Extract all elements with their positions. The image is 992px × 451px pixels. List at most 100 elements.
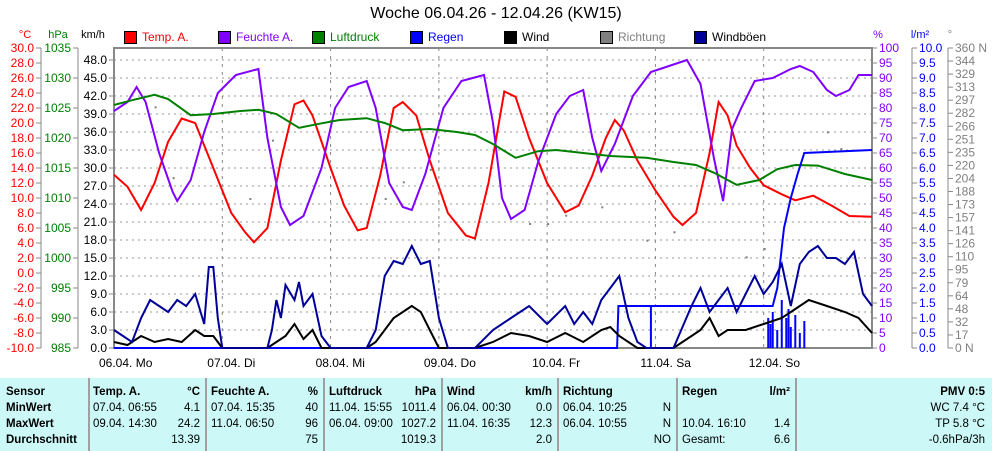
wind-tick-label: 6.0 xyxy=(90,305,107,319)
cell-header: Temp. A. xyxy=(93,386,141,398)
pressure-trend-value: -0.6hPa/3h xyxy=(928,434,985,446)
rain-tick-label: 9.0 xyxy=(919,71,936,85)
humidity-tick-label: 10 xyxy=(879,311,893,325)
direction-point xyxy=(840,148,843,150)
plot-frame xyxy=(113,47,873,349)
legend-label: Windböen xyxy=(712,30,767,44)
cell-min-time: 07.04. 06:55 xyxy=(93,402,157,414)
temp-tick-label: 22.0 xyxy=(11,101,35,115)
rain-tick-label: 2.0 xyxy=(919,281,936,295)
humidity-tick-label: 65 xyxy=(879,146,893,160)
humidity-tick-label: 55 xyxy=(879,176,893,190)
cell-avg: 6.6 xyxy=(774,434,790,446)
legend-swatch xyxy=(504,30,517,44)
row-label-sensor: Sensor xyxy=(6,386,45,398)
temp-tick-label: 24.0 xyxy=(11,86,35,100)
cell-max: 1027.2 xyxy=(400,418,436,430)
direction-point xyxy=(402,181,405,184)
cell-max: 96 xyxy=(305,418,318,430)
temp-tick-label: 2.0 xyxy=(17,251,34,265)
humidity-tick-label: 25 xyxy=(879,266,893,280)
pressure-tick-label: 990 xyxy=(51,311,71,325)
chart-area: 30.028.026.024.022.020.018.016.014.012.0… xyxy=(7,29,987,370)
rain-unit-label: l/m² xyxy=(911,29,930,41)
legend-swatch xyxy=(124,30,137,44)
direction-tick-label: 251 xyxy=(955,132,975,146)
temp-unit-label: °C xyxy=(19,29,31,41)
cell-header: Feuchte A. xyxy=(211,386,270,398)
direction-point xyxy=(547,223,550,225)
humidity-tick-label: 40 xyxy=(879,221,893,235)
wind-tick-label: 39.0 xyxy=(84,107,108,121)
direction-tick-label: 329 xyxy=(955,67,975,81)
direction-point xyxy=(673,231,676,234)
cell-unit: hPa xyxy=(414,386,436,398)
row-labels-column: Sensor MinWert MaxWert Durchschnitt xyxy=(6,384,84,448)
series-line-luftdruck xyxy=(113,93,873,186)
pressure-tick-label: 1005 xyxy=(44,221,71,235)
table-divider xyxy=(441,378,443,451)
stats-row: 2.0 xyxy=(447,432,552,448)
stats-table: Sensor MinWert MaxWert Durchschnitt Temp… xyxy=(0,378,992,451)
wind-tick-label: 27.0 xyxy=(84,179,108,193)
legend-label: Luftdruck xyxy=(330,30,380,44)
temp-tick-label: -2.0 xyxy=(13,281,34,295)
cell-avg-label: Gesamt: xyxy=(682,434,726,446)
rain-tick-label: 1.0 xyxy=(919,311,936,325)
temp-tick-label: 0.0 xyxy=(17,266,34,280)
cell-header: Luftdruck xyxy=(329,386,383,398)
direction-tick-label: 79 xyxy=(955,276,969,290)
day-label: 10.04. Fr xyxy=(532,356,580,370)
series-line-feuchte-a- xyxy=(113,58,872,227)
temp-tick-label: 4.0 xyxy=(17,236,34,250)
temp-tick-label: -4.0 xyxy=(13,296,34,310)
stats-column: Temp. A. °C 07.04. 06:55 4.1 09.04. 14:30 24.… xyxy=(93,384,200,448)
pressure-tick-label: 1025 xyxy=(44,101,71,115)
humidity-tick-label: 100 xyxy=(879,41,899,55)
cell-header: Richtung xyxy=(563,386,613,398)
stats-row: 11.04. 16:35 12.3 xyxy=(447,416,552,432)
humidity-tick-label: 35 xyxy=(879,236,893,250)
humidity-tick-label: 50 xyxy=(879,191,893,205)
stats-row: 1019.3 xyxy=(329,432,436,448)
wind-tick-label: 0.0 xyxy=(90,341,107,355)
cell-min: 0.0 xyxy=(536,402,552,414)
temp-tick-label: 12.0 xyxy=(11,176,35,190)
table-divider xyxy=(795,378,797,451)
legend-item-0: Temp. A. xyxy=(124,30,189,44)
cell-unit: km/h xyxy=(525,386,552,398)
rain-tick-label: 7.0 xyxy=(919,131,936,145)
legend-label: Richtung xyxy=(618,30,666,44)
direction-point xyxy=(529,223,532,225)
direction-point xyxy=(745,256,748,259)
wind-tick-label: 36.0 xyxy=(84,125,108,139)
stats-row: 13.39 xyxy=(93,432,200,448)
windchill-value: WC 7.4 °C xyxy=(930,402,985,414)
legend-item-1: Feuchte A. xyxy=(218,30,293,44)
direction-tick-label: 220 xyxy=(955,158,975,172)
chart-title: Woche 06.04.26 - 12.04.26 (KW15) xyxy=(370,5,622,22)
rain-tick-label: 9.5 xyxy=(919,56,936,70)
cell-max: 24.2 xyxy=(177,418,200,430)
cell-avg: 13.39 xyxy=(171,434,200,446)
stats-row: Regen l/m² xyxy=(682,384,790,400)
stats-row: 06.04. 10:55 N xyxy=(563,416,671,432)
wind-tick-label: 33.0 xyxy=(84,143,108,157)
day-label: 06.04. Mo xyxy=(99,356,153,370)
direction-tick-label: 48 xyxy=(955,302,969,316)
direction-tick-label: 17 xyxy=(955,328,969,342)
rain-tick-label: 8.5 xyxy=(919,86,936,100)
temp-tick-label: -10.0 xyxy=(7,341,35,355)
rain-tick-label: 2.5 xyxy=(919,266,936,280)
cell-min: 1011.4 xyxy=(401,402,436,414)
pressure-tick-label: 1000 xyxy=(44,251,71,265)
day-label: 11.04. Sa xyxy=(640,356,691,370)
day-label: 08.04. Mi xyxy=(316,356,365,370)
stats-column: Feuchte A.% 07.04. 15:35 40 11.04. 06:50 96 7… xyxy=(211,384,318,448)
legend-item-3: Regen xyxy=(410,30,463,44)
stats-row: Temp. A. °C xyxy=(93,384,200,400)
stats-row: 06.04. 09:00 1027.2 xyxy=(329,416,436,432)
humidity-tick-label: 45 xyxy=(879,206,893,220)
direction-tick-label: 110 xyxy=(955,250,974,264)
direction-point xyxy=(384,198,387,200)
